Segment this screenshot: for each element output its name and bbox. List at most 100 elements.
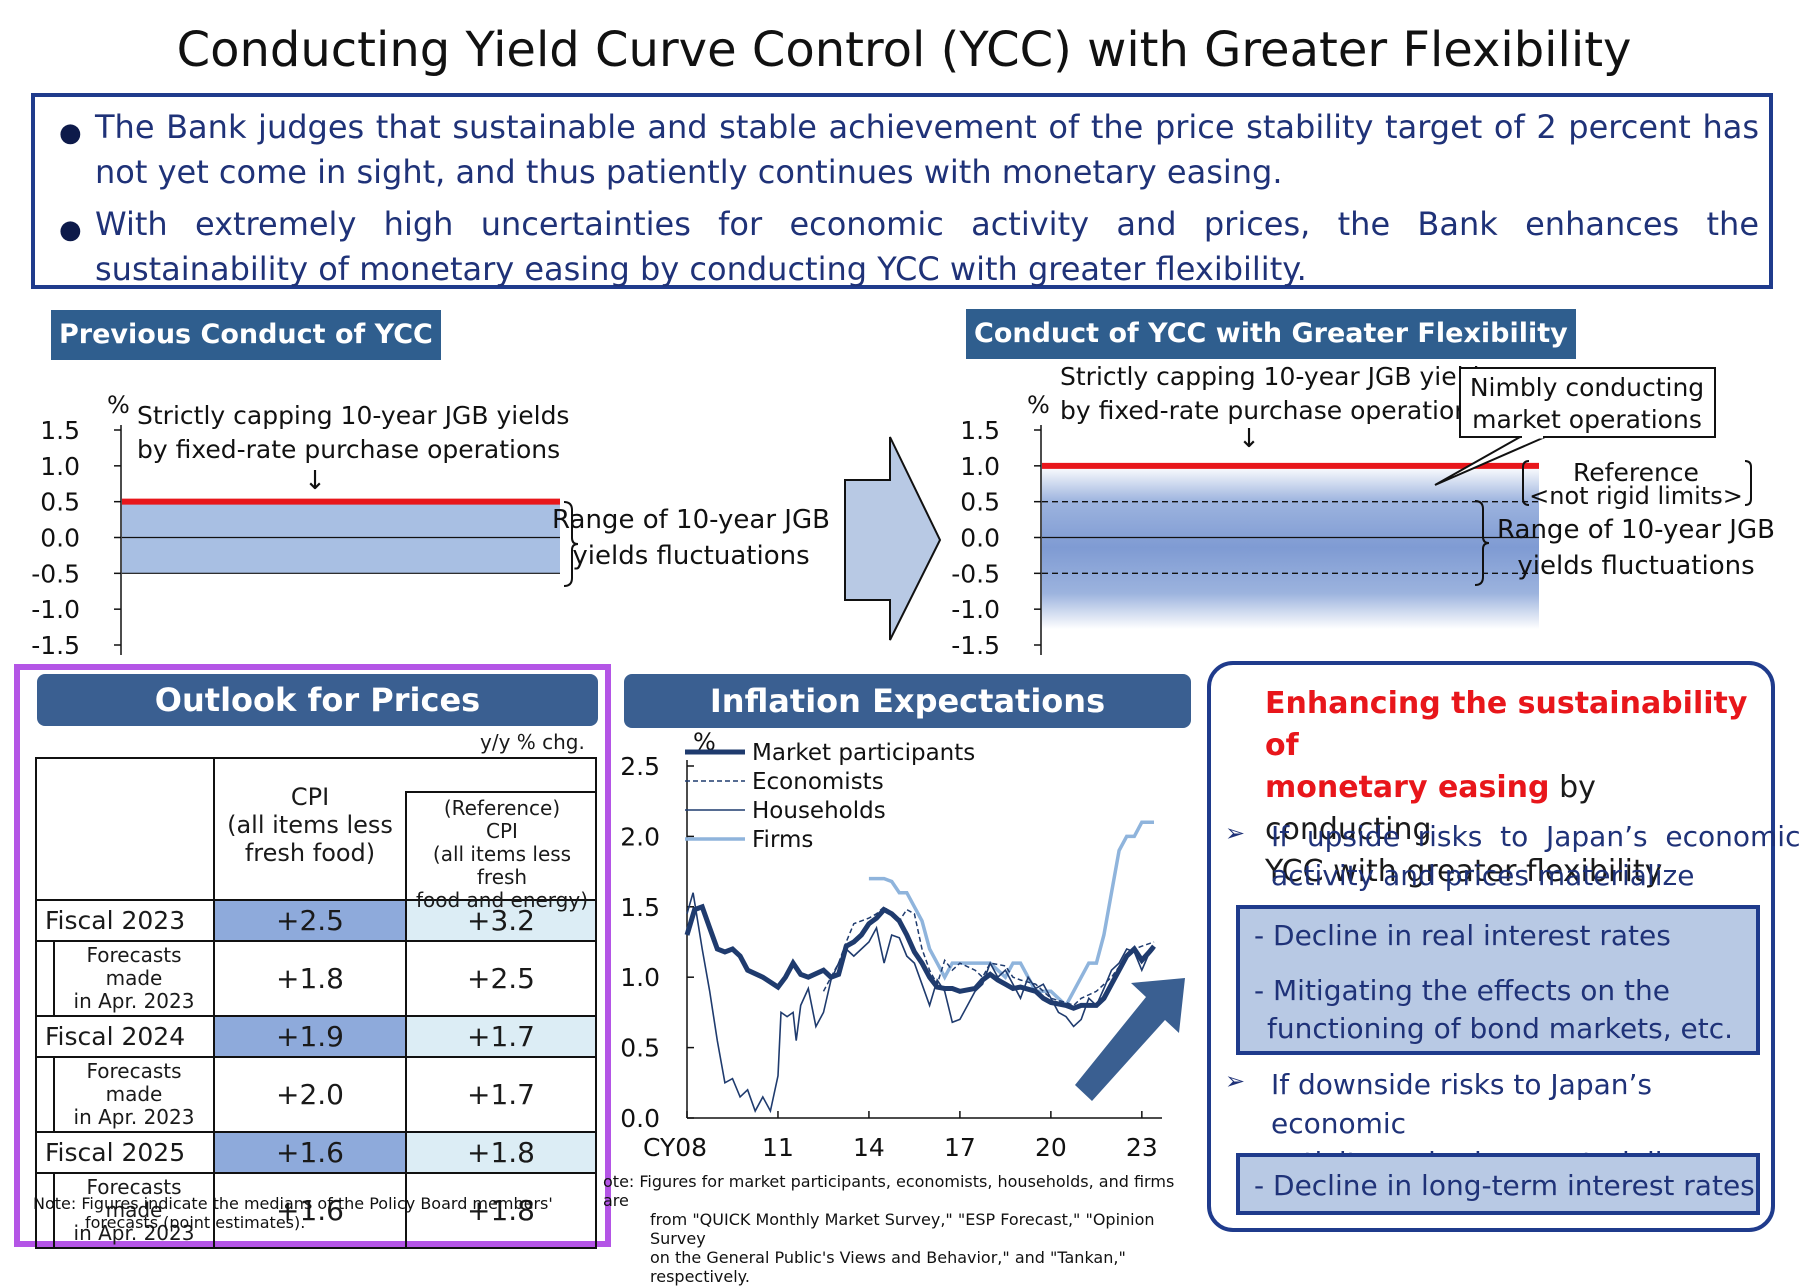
y-tick-label: 1.5 xyxy=(960,416,1000,445)
forecast-core-cpi-value: +1.7 xyxy=(405,1056,597,1133)
upward-trend-arrow-icon xyxy=(1075,978,1185,1101)
transition-arrow-icon xyxy=(844,436,942,641)
legend-label: Market participants xyxy=(752,740,975,766)
table-corner xyxy=(35,757,215,901)
table-header: CPI (all items less fresh food) (Referen… xyxy=(213,757,597,912)
callout-box xyxy=(1459,367,1716,438)
forecast-cpi-value: +2.0 xyxy=(213,1056,407,1133)
legend-label: Households xyxy=(752,798,886,824)
forecast-core-cpi-value: +1.8 xyxy=(405,1172,597,1249)
bullet-line: If upside risks to Japan’s economic xyxy=(1271,820,1801,853)
table-row: Forecasts made in Apr. 2023 +1.6 +1.8 xyxy=(35,1172,597,1249)
enhancing-box: Enhancing the sustainability of monetary… xyxy=(1207,661,1801,1232)
range-label: yields fluctuations xyxy=(1517,551,1754,581)
intro-bullet-text: The Bank judges that sustainable and sta… xyxy=(95,108,1759,191)
table-row: Fiscal 2024 +1.9 +1.7 xyxy=(35,1015,597,1058)
y-tick-label: 0.0 xyxy=(620,1104,660,1133)
y-tick-label: 1.0 xyxy=(620,963,660,992)
forecast-cpi-value: +1.8 xyxy=(213,940,407,1017)
header-line: CPI xyxy=(486,819,518,843)
effect-line: - Mitigating the effects on the xyxy=(1254,974,1670,1007)
cap-annotation: by fixed-rate purchase operations xyxy=(1060,396,1483,425)
range-label: Range of 10-year JGB xyxy=(1497,515,1775,545)
bullet-icon: ● xyxy=(59,118,82,148)
y-tick-label: 0.5 xyxy=(620,1034,660,1063)
cpi-value: +1.6 xyxy=(213,1131,407,1174)
table-row: Forecasts made in Apr. 2023 +2.0 +1.7 xyxy=(35,1056,597,1133)
forecast-label: Forecasts made xyxy=(86,943,182,990)
heading-line: YCC with greater flexibility xyxy=(1265,854,1663,889)
y-tick-label: -1.5 xyxy=(31,631,80,660)
effect-line: - Decline in long-term interest rates xyxy=(1254,1169,1755,1202)
cap-annotation: Strictly capping 10-year JGB yields xyxy=(1060,362,1492,391)
header-line: (all items less xyxy=(227,811,393,839)
y-tick-label: 0.5 xyxy=(960,488,1000,517)
forecast-label: in Apr. 2023 xyxy=(73,1105,195,1129)
x-tick-label: 17 xyxy=(944,1133,976,1162)
arrow-down-icon: ↓ xyxy=(1238,424,1260,454)
forecast-label-cell: Forecasts made in Apr. 2023 xyxy=(35,1056,215,1133)
cpi-value: +1.9 xyxy=(213,1015,407,1058)
note-line: from "QUICK Monthly Market Survey," "ESP… xyxy=(650,1210,1155,1248)
arrow-down-icon: ↓ xyxy=(304,466,326,496)
cap-annotation: Strictly capping 10-year JGB yields xyxy=(137,401,569,430)
forecast-label: Forecasts made xyxy=(86,1175,182,1222)
y-tick-label: 2.5 xyxy=(620,752,660,781)
outlook-heading: Outlook for Prices xyxy=(37,674,598,726)
x-tick-label: 11 xyxy=(762,1133,794,1162)
table-row: Forecasts made in Apr. 2023 +1.8 +2.5 xyxy=(35,940,597,1017)
y-tick-label: -0.5 xyxy=(951,559,1000,588)
callout-text: market operations xyxy=(1472,405,1702,434)
y-tick-label: 1.5 xyxy=(620,893,660,922)
fiscal-year-label: Fiscal 2025 xyxy=(35,1131,215,1174)
y-tick-label: 0.5 xyxy=(40,488,80,517)
y-tick-label: 1.5 xyxy=(40,416,80,445)
series-line-market-participants xyxy=(684,903,1156,1011)
upside-text: If upside risks to Japan’s economic acti… xyxy=(1271,817,1801,895)
upside-effects-box: - Decline in real interest rates - Mitig… xyxy=(1236,905,1760,1055)
y-tick-label: -1.0 xyxy=(951,595,1000,624)
outlook-note: Note: Figures indicate the medians of th… xyxy=(33,1194,593,1232)
enhancing-heading: Enhancing the sustainability of monetary… xyxy=(1265,683,1771,893)
y-tick-label: 1.0 xyxy=(40,452,80,481)
bullet-icon: ● xyxy=(59,215,82,245)
reference-bracket xyxy=(1744,460,1752,506)
heading-line: by conducting xyxy=(1265,770,1596,847)
core-cpi-value: +1.8 xyxy=(405,1131,597,1174)
y-tick-label: 1.0 xyxy=(960,452,1000,481)
note-line: ote: Figures for market participants, ec… xyxy=(603,1172,1175,1210)
arrow-bullet-icon: ➢ xyxy=(1225,1067,1246,1095)
effect-item: - Mitigating the effects on the function… xyxy=(1254,972,1733,1048)
intro-bullet-text: With extremely high uncertainties for ec… xyxy=(95,205,1759,288)
table-row: Fiscal 2023 +2.5 +3.2 xyxy=(35,899,597,942)
cap-annotation: by fixed-rate purchase operations xyxy=(137,435,560,464)
y-tick-label: -0.5 xyxy=(31,559,80,588)
forecast-label-cell: Forecasts made in Apr. 2023 xyxy=(35,1172,215,1249)
forecast-label: in Apr. 2023 xyxy=(73,1221,195,1245)
downside-effects-box: - Decline in long-term interest rates xyxy=(1236,1153,1760,1215)
note-line: on the General Public's Views and Behavi… xyxy=(650,1248,1126,1286)
range-brace xyxy=(563,501,579,587)
header-line: food and energy) xyxy=(415,888,589,912)
cpi-header: CPI (all items less fresh food) xyxy=(215,759,405,867)
y-tick-label: 0.0 xyxy=(40,524,80,553)
effect-line: - Decline in real interest rates xyxy=(1254,919,1671,952)
previous-ycc-label: Previous Conduct of YCC xyxy=(51,310,441,360)
x-tick-label: CY08 xyxy=(643,1133,707,1162)
y-unit-label: % xyxy=(107,391,130,419)
page-title: Conducting Yield Curve Control (YCC) wit… xyxy=(176,22,1632,78)
y-tick-label: -1.5 xyxy=(951,631,1000,660)
forecast-label: Forecasts made xyxy=(86,1059,182,1106)
range-label: yields fluctuations xyxy=(572,541,809,571)
effect-line: functioning of bond markets, etc. xyxy=(1267,1012,1734,1045)
intro-bullet: ● The Bank judges that sustainable and s… xyxy=(59,105,1759,195)
note-line: forecasts (point estimates). xyxy=(85,1213,306,1232)
note-line: Note: Figures indicate the medians of th… xyxy=(33,1194,553,1213)
intro-box: ● The Bank judges that sustainable and s… xyxy=(31,93,1773,289)
bullet-line: If downside risks to Japan’s economic xyxy=(1271,1068,1653,1140)
fiscal-year-label: Fiscal 2024 xyxy=(35,1015,215,1058)
bullet-line: activity and prices materialize xyxy=(1271,859,1695,892)
legend-label: Firms xyxy=(752,827,813,853)
forecast-label: in Apr. 2023 xyxy=(73,989,195,1013)
yield-range-band xyxy=(1042,465,1539,630)
